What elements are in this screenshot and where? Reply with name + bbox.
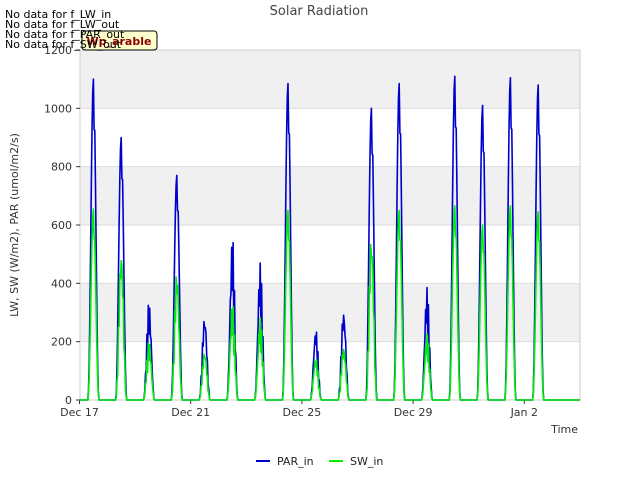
x-tick-label: Dec 17 [60,406,99,419]
y-tick-label: 800 [51,161,72,174]
x-axis-label: Time [550,423,578,436]
y-tick-label: 1200 [44,44,72,57]
series-line-par-in [79,75,580,401]
legend: PAR_in SW_in [256,455,383,468]
y-tick-label: 200 [51,336,72,349]
badge-label: Wp_arable [87,35,152,48]
badge: Wp_arable [81,30,158,51]
no-data-notice: No data for f_LW_in [5,8,112,21]
background-band [80,283,580,342]
no-data-notice: No data for f_LW_out [5,18,120,31]
y-tick-label: 600 [51,219,72,232]
series-line-sw-in [79,205,580,401]
legend-sw-in-label: SW_in [350,455,383,468]
x-tick-label: Jan 2 [510,406,538,419]
y-axis-label: LW, SW (W/m2), PAR (umol/m2/s) [8,133,21,317]
y-tick-label: 400 [51,277,72,290]
x-tick-label: Dec 21 [171,406,210,419]
background-band [80,166,580,225]
y-tick-label: 0 [65,394,72,407]
chart-title: Solar Radiation [270,4,369,19]
badge-box [81,30,158,51]
x-tick-label: Dec 29 [394,406,433,419]
no-data-notice: No data for f_SW_out [5,38,122,51]
y-tick-label: 1000 [44,102,72,115]
x-tick-label: Dec 25 [283,406,322,419]
no-data-notice: No data for f_PAR_out [5,28,125,41]
background-band [80,50,580,109]
legend-par-in-label: PAR_in [277,455,314,468]
